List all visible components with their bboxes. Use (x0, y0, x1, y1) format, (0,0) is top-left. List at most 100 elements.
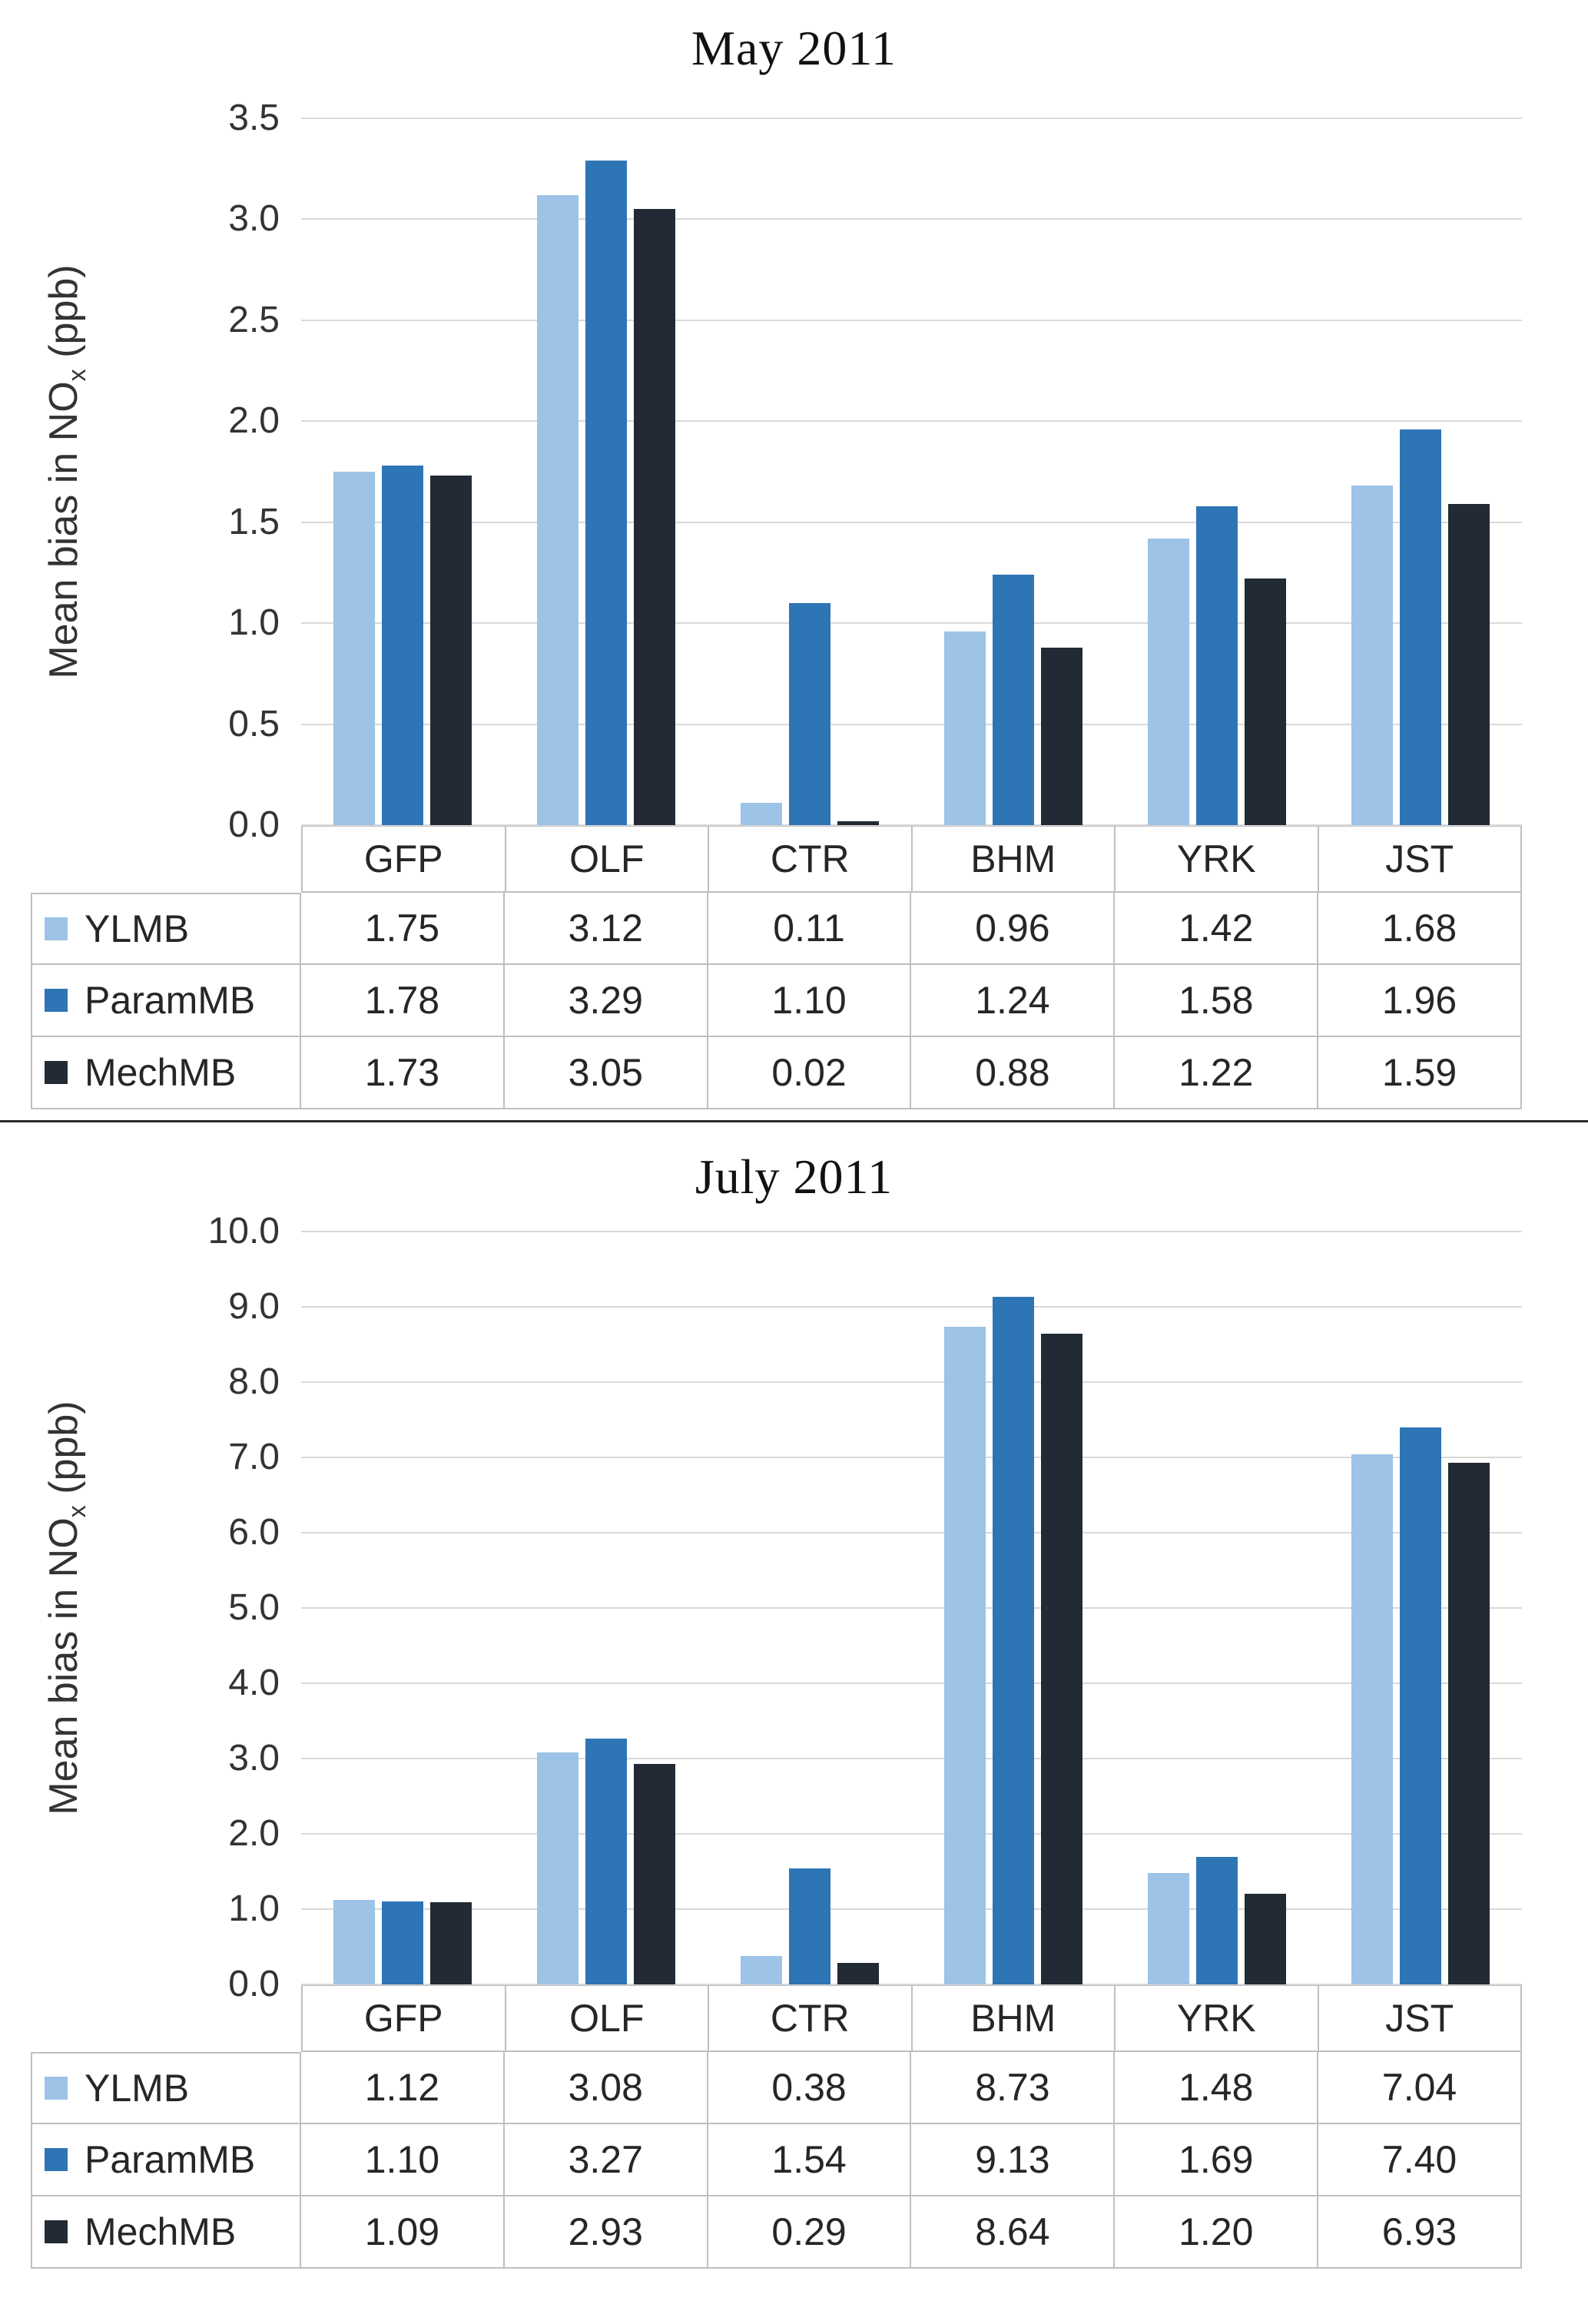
value-mechmb-bhm: 8.64 (911, 2196, 1116, 2269)
bar-group-jst (1318, 1232, 1522, 1984)
category-label-yrk: YRK (1116, 1984, 1319, 2052)
gridline (301, 1231, 1522, 1232)
gridline (301, 723, 1522, 725)
category-label-bhm: BHM (912, 1984, 1116, 2052)
bar-mechmb-jst (1447, 504, 1490, 825)
gridline (301, 1306, 1522, 1308)
bar-ylmb-olf (537, 194, 579, 825)
chart-title: July 2011 (695, 1149, 893, 1204)
value-parammb-ctr: 1.10 (708, 965, 912, 1037)
legend-key-mechmb (45, 1061, 68, 1084)
bar-group-ctr (708, 118, 912, 825)
chart-panel-july-2011: July 2011 Mean bias in NOx (ppb) 0.0 1.0 2… (0, 1122, 1588, 2269)
value-mechmb-jst: 1.59 (1318, 1037, 1522, 1109)
x-axis-categories: GFP OLF CTR BHM YRK JST (301, 1984, 1522, 2052)
value-ylmb-ctr: 0.11 (708, 893, 912, 965)
data-table: YLMB 1.75 3.12 0.11 0.96 1.42 1.68 ParamMB 1.78 3… (0, 893, 1588, 1109)
chart-title: May 2011 (691, 21, 897, 75)
gridline (301, 1833, 1522, 1835)
y-tick-label: 7.0 (228, 1437, 280, 1477)
y-tick-label: 8.0 (228, 1361, 280, 1402)
chart-body: Mean bias in NOx (ppb) 0.0 1.0 2.0 3.0 4.0 5.… (31, 1213, 1522, 2003)
value-mechmb-ctr: 0.02 (708, 1037, 912, 1109)
bar-ylmb-bhm (943, 1327, 986, 1984)
value-parammb-ctr: 1.54 (708, 2124, 912, 2196)
bar-groups (301, 1232, 1522, 1984)
y-tick-label: 4.0 (228, 1663, 280, 1703)
legend-cell-ylmb: YLMB (31, 2052, 301, 2124)
y-tick-label: 1.5 (228, 501, 280, 542)
y-tick-label: 1.0 (228, 602, 280, 644)
series-name: ParamMB (85, 979, 256, 1022)
bar-mechmb-bhm (1040, 647, 1082, 825)
plot-area (301, 118, 1522, 826)
gridline (301, 1682, 1522, 1684)
bar-parammb-jst (1399, 429, 1441, 825)
value-ylmb-yrk: 1.48 (1115, 2052, 1319, 2124)
value-ylmb-bhm: 0.96 (911, 893, 1116, 965)
gridline (301, 824, 1522, 826)
legend-cell-ylmb: YLMB (31, 893, 301, 965)
series-name: YLMB (85, 2067, 190, 2110)
series-name: YLMB (85, 907, 190, 950)
bar-group-olf (505, 118, 708, 825)
value-mechmb-yrk: 1.20 (1115, 2196, 1319, 2269)
bar-ylmb-ctr (741, 803, 783, 825)
bar-ylmb-gfp (333, 472, 376, 825)
value-mechmb-gfp: 1.73 (301, 1037, 505, 1109)
legend-cell-mechmb: MechMB (31, 2196, 301, 2269)
table-row-ylmb: YLMB 1.75 3.12 0.11 0.96 1.42 1.68 (31, 893, 1522, 965)
y-tick-label: 2.0 (228, 1813, 280, 1854)
bar-ylmb-olf (537, 1752, 579, 1984)
bar-parammb-olf (585, 161, 628, 825)
category-label-ctr: CTR (709, 825, 913, 893)
y-tick-label: 9.0 (228, 1286, 280, 1327)
value-parammb-gfp: 1.78 (301, 965, 505, 1037)
bar-mechmb-jst (1447, 1462, 1490, 1984)
category-label-jst: JST (1318, 1984, 1522, 2052)
gridline (301, 319, 1522, 321)
bar-parammb-yrk (1195, 1857, 1238, 1984)
bar-ylmb-ctr (741, 1955, 783, 1984)
series-name: MechMB (85, 2210, 237, 2253)
bar-parammb-ctr (789, 602, 831, 825)
bar-groups (301, 118, 1522, 825)
bar-parammb-bhm (992, 575, 1034, 825)
category-label-gfp: GFP (301, 1984, 506, 2052)
y-tick-label: 2.5 (228, 299, 280, 340)
gridline (301, 1381, 1522, 1383)
y-tick-label: 5.0 (228, 1587, 280, 1628)
gridline (301, 118, 1522, 119)
legend-key-ylmb (45, 2077, 68, 2100)
value-parammb-olf: 3.29 (504, 965, 708, 1037)
value-mechmb-ctr: 0.29 (708, 2196, 912, 2269)
gridline (301, 218, 1522, 220)
gridline (301, 1908, 1522, 1910)
bar-parammb-bhm (992, 1297, 1034, 1984)
y-axis-title-text: Mean bias in NOx (ppb) (41, 264, 91, 679)
legend-cell-parammb: ParamMB (31, 2124, 301, 2196)
legend-key-ylmb (45, 917, 68, 940)
bar-parammb-jst (1399, 1427, 1441, 1984)
bar-group-bhm (911, 1232, 1115, 1984)
y-tick-label: 2.0 (228, 400, 280, 442)
y-axis-ticks: 0.0 0.5 1.0 1.5 2.0 2.5 3.0 3.5 (101, 100, 301, 844)
gridline (301, 622, 1522, 625)
table-row-parammb: ParamMB 1.78 3.29 1.10 1.24 1.58 1.96 (31, 965, 1522, 1037)
bar-parammb-gfp (382, 466, 424, 825)
bar-group-bhm (911, 118, 1115, 825)
chart-panel-may-2011: May 2011 Mean bias in NOx (ppb) 0.0 0.5 1.… (0, 0, 1588, 1122)
table-row-ylmb: YLMB 1.12 3.08 0.38 8.73 1.48 7.04 (31, 2052, 1522, 2124)
value-mechmb-yrk: 1.22 (1115, 1037, 1319, 1109)
value-mechmb-gfp: 1.09 (301, 2196, 505, 2269)
bar-group-gfp (301, 1232, 505, 1984)
category-label-yrk: YRK (1116, 825, 1319, 893)
legend-key-mechmb (45, 2220, 68, 2243)
bar-mechmb-olf (634, 1763, 676, 1984)
legend-key-parammb (45, 989, 68, 1012)
y-tick-label: 10.0 (207, 1211, 280, 1252)
y-axis-ticks: 0.0 1.0 2.0 3.0 4.0 5.0 6.0 7.0 8.0 9.0 10.0 (101, 1213, 301, 2003)
value-ylmb-olf: 3.12 (504, 893, 708, 965)
gridline (301, 521, 1522, 523)
category-label-olf: OLF (506, 825, 709, 893)
